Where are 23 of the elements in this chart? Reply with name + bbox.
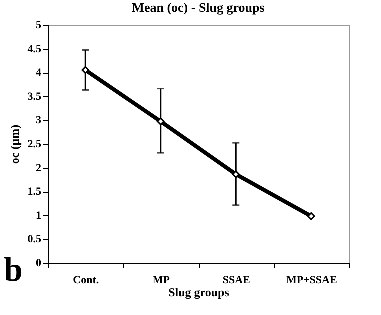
y-tick-label: 4	[36, 67, 42, 80]
y-tick-label: 3.5	[28, 90, 42, 103]
point	[232, 170, 240, 178]
y-axis-title: oc (µm)	[8, 124, 22, 164]
y-tick-label: 2	[36, 162, 42, 174]
y-tick-label: 4.5	[28, 43, 42, 56]
x-tick-label: Cont.	[73, 274, 100, 286]
y-tick-label: 1	[36, 210, 42, 222]
point	[156, 118, 165, 126]
x-tick-label: MP	[152, 274, 170, 286]
x-axis-title: Slug groups	[168, 286, 230, 300]
y-tick-label: 0.5	[28, 234, 42, 246]
point	[82, 66, 90, 74]
y-tick-label: 3	[36, 114, 42, 127]
x-tick-label: MP+SSAE	[286, 274, 338, 286]
chart-title: Mean (oc) - Slug groups	[132, 0, 265, 15]
x-tick-label: SSAE	[222, 274, 250, 286]
text: b	[4, 252, 23, 289]
y-tick-label: 5	[36, 20, 42, 32]
y-tick-label: 2.5	[28, 138, 42, 150]
y-tick-label: 1.5	[28, 186, 42, 198]
point	[307, 212, 316, 220]
y-tick-label: 0	[36, 258, 42, 270]
